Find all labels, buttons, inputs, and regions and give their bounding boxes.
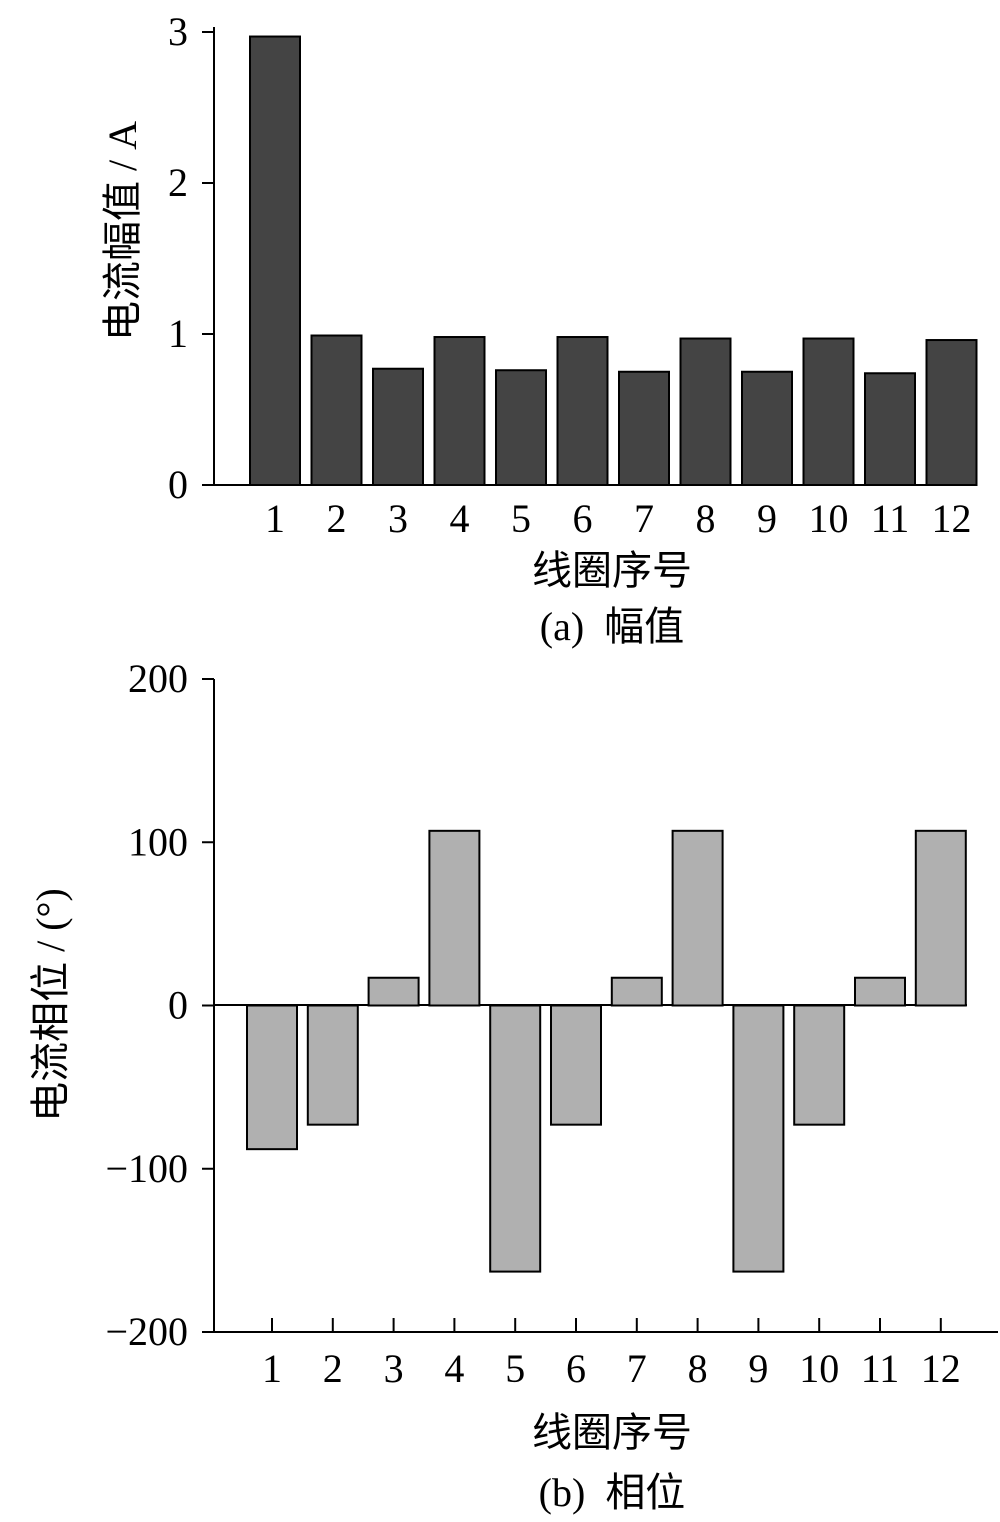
phase-y-tick-label: −200: [105, 1309, 188, 1354]
amplitude-x-tick-label: 3: [388, 496, 408, 541]
amplitude-bar-10: [802, 337, 855, 486]
phase-x-tick-label: 1: [262, 1346, 282, 1391]
amplitude-x-tick-label: 5: [511, 496, 531, 541]
phase-y-tick-label: 100: [128, 819, 188, 864]
amplitude-x-tick-label: 11: [871, 496, 910, 541]
amplitude-bar-2: [310, 334, 363, 487]
phase-bar-9: [732, 1004, 785, 1273]
amplitude-x-tick-label: 4: [450, 496, 470, 541]
phase-bar-1: [246, 1004, 298, 1151]
amplitude-x-tick-label: 6: [573, 496, 593, 541]
amplitude-bar-7: [618, 370, 670, 486]
phase-y-tick-label: 0: [168, 983, 188, 1028]
amplitude-x-tick-label: 7: [634, 496, 654, 541]
phase-x-tick-label: 12: [921, 1346, 961, 1391]
amplitude-y-tick-label: 0: [168, 462, 188, 507]
amplitude-bars: [249, 35, 978, 487]
amplitude-bar-11: [864, 372, 916, 487]
phase-bars: [246, 829, 967, 1273]
phase-x-tick-label: 10: [799, 1346, 839, 1391]
phase-y-label: 电流相位 / (°): [28, 888, 73, 1122]
amplitude-bar-12: [925, 339, 978, 487]
phase-x-tick-label: 8: [688, 1346, 708, 1391]
phase-bar-8: [671, 829, 724, 1007]
amplitude-x-tick-label: 8: [696, 496, 716, 541]
phase-x-tick-label: 6: [566, 1346, 586, 1391]
amplitude-y-tick-label: 2: [168, 160, 188, 205]
phase-x-label: 线圈序号: [532, 1410, 692, 1455]
amplitude-x-tick-label: 10: [809, 496, 849, 541]
phase-x-tick-label: 3: [384, 1346, 404, 1391]
amplitude-bar-8: [679, 337, 732, 486]
amplitude-x-label: 线圈序号: [532, 548, 692, 593]
phase-bar-12: [914, 829, 967, 1007]
phase-x-tick-label: 2: [323, 1346, 343, 1391]
amplitude-x-tick-label: 1: [265, 496, 285, 541]
phase-x-tick-label: 7: [627, 1346, 647, 1391]
amplitude-x-tick-label: 12: [932, 496, 972, 541]
phase-bar-10: [793, 1004, 846, 1126]
amplitude-bar-5: [495, 369, 547, 486]
amplitude-x-tick-label: 2: [327, 496, 347, 541]
amplitude-bar-6: [556, 336, 609, 486]
phase-y-ticks: −200 −100 0 100 200: [105, 656, 214, 1354]
amplitude-y-ticks: 0 1 2 3: [168, 9, 214, 507]
phase-bar-5: [489, 1004, 542, 1273]
phase-bar-3: [367, 976, 420, 1007]
phase-caption: (b) 相位: [539, 1470, 686, 1515]
phase-bar-7: [610, 976, 663, 1007]
amplitude-x-ticks: 1 2 3 4 5 6 7 8 9 10 11 12: [265, 496, 972, 541]
phase-x-ticks: 1 2 3 4 5 6 7 8 9 10 11 12: [262, 1318, 961, 1391]
phase-y-tick-label: 200: [128, 656, 188, 701]
phase-x-tick-label: 4: [444, 1346, 464, 1391]
amplitude-x-tick-label: 9: [757, 496, 777, 541]
phase-y-tick-label: −100: [105, 1146, 188, 1191]
amplitude-bar-3: [372, 367, 424, 487]
amplitude-y-tick-label: 3: [168, 9, 188, 54]
amplitude-bar-4: [433, 336, 486, 486]
phase-bar-2: [306, 1004, 359, 1126]
phase-bar-4: [428, 829, 481, 1007]
amplitude-bar-9: [741, 370, 793, 486]
phase-x-tick-label: 9: [748, 1346, 768, 1391]
amplitude-caption: (a) 幅值: [540, 604, 684, 649]
phase-x-tick-label: 5: [505, 1346, 525, 1391]
phase-x-tick-label: 11: [861, 1346, 900, 1391]
phase-bar-6: [550, 1004, 602, 1126]
phase-bar-11: [854, 976, 906, 1007]
amplitude-y-label: 电流幅值 / A: [100, 121, 145, 341]
amplitude-y-tick-label: 1: [168, 311, 188, 356]
amplitude-bar-1: [249, 35, 301, 486]
